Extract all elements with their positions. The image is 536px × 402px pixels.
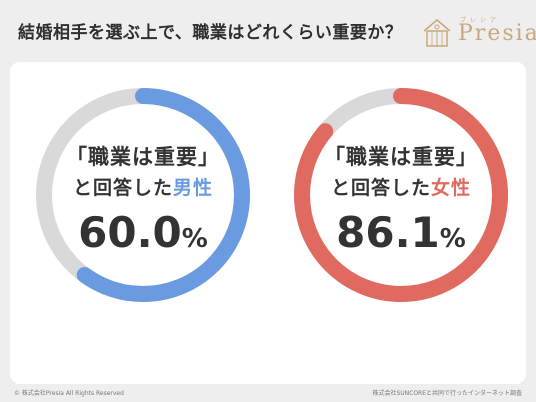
label-line1-male: 「職業は重要」 <box>66 145 220 169</box>
label-highlight-female: 女性 <box>431 177 472 199</box>
label-line2-female: と回答した女性 <box>286 173 516 200</box>
source-note: 株式会社SUNCOREと共同で行ったインターネット調査 <box>372 390 522 397</box>
presia-logo[interactable]: プレシア Presia <box>420 14 536 54</box>
house-logo-icon <box>423 19 451 47</box>
header: 結婚相手を選ぶ上で、職業はどれくらい重要か？ プレシア Presia <box>0 0 536 58</box>
logo-text: Presia <box>458 21 536 46</box>
donut-chart-male: 「職業は重要」 と回答した男性 60.0% <box>28 80 258 310</box>
page-title: 結婚相手を選ぶ上で、職業はどれくらい重要か？ <box>18 23 403 43</box>
label-prefix-male: と回答した <box>72 177 173 199</box>
donut-chart-female: 「職業は重要」 と回答した女性 86.1% <box>286 80 516 310</box>
value-unit-male: % <box>181 224 208 254</box>
value-number-female: 86.1 <box>336 208 440 257</box>
label-prefix-female: と回答した <box>330 177 431 199</box>
value-number-male: 60.0 <box>78 208 182 257</box>
logo-kana: プレシア <box>460 17 501 24</box>
value-unit-female: % <box>439 224 466 254</box>
donut-svg-female <box>294 88 508 302</box>
donut-center-male: 「職業は重要」 と回答した男性 60.0% <box>28 80 258 310</box>
label-line1-female: 「職業は重要」 <box>324 145 478 169</box>
value-label-male: 60.0% <box>28 208 258 257</box>
chart-card: 「職業は重要」 と回答した男性 60.0% 「職業は重要」 と回答した女性 86… <box>10 62 526 384</box>
label-line2-male: と回答した男性 <box>28 173 258 200</box>
copyright-text: © 株式会社Presia All Rights Reserved <box>14 390 124 397</box>
donut-svg-male <box>36 88 250 302</box>
value-label-female: 86.1% <box>286 208 516 257</box>
label-highlight-male: 男性 <box>173 177 214 199</box>
donut-arc-male <box>36 88 250 302</box>
donut-arc-female <box>294 88 508 302</box>
donut-center-female: 「職業は重要」 と回答した女性 86.1% <box>286 80 516 310</box>
